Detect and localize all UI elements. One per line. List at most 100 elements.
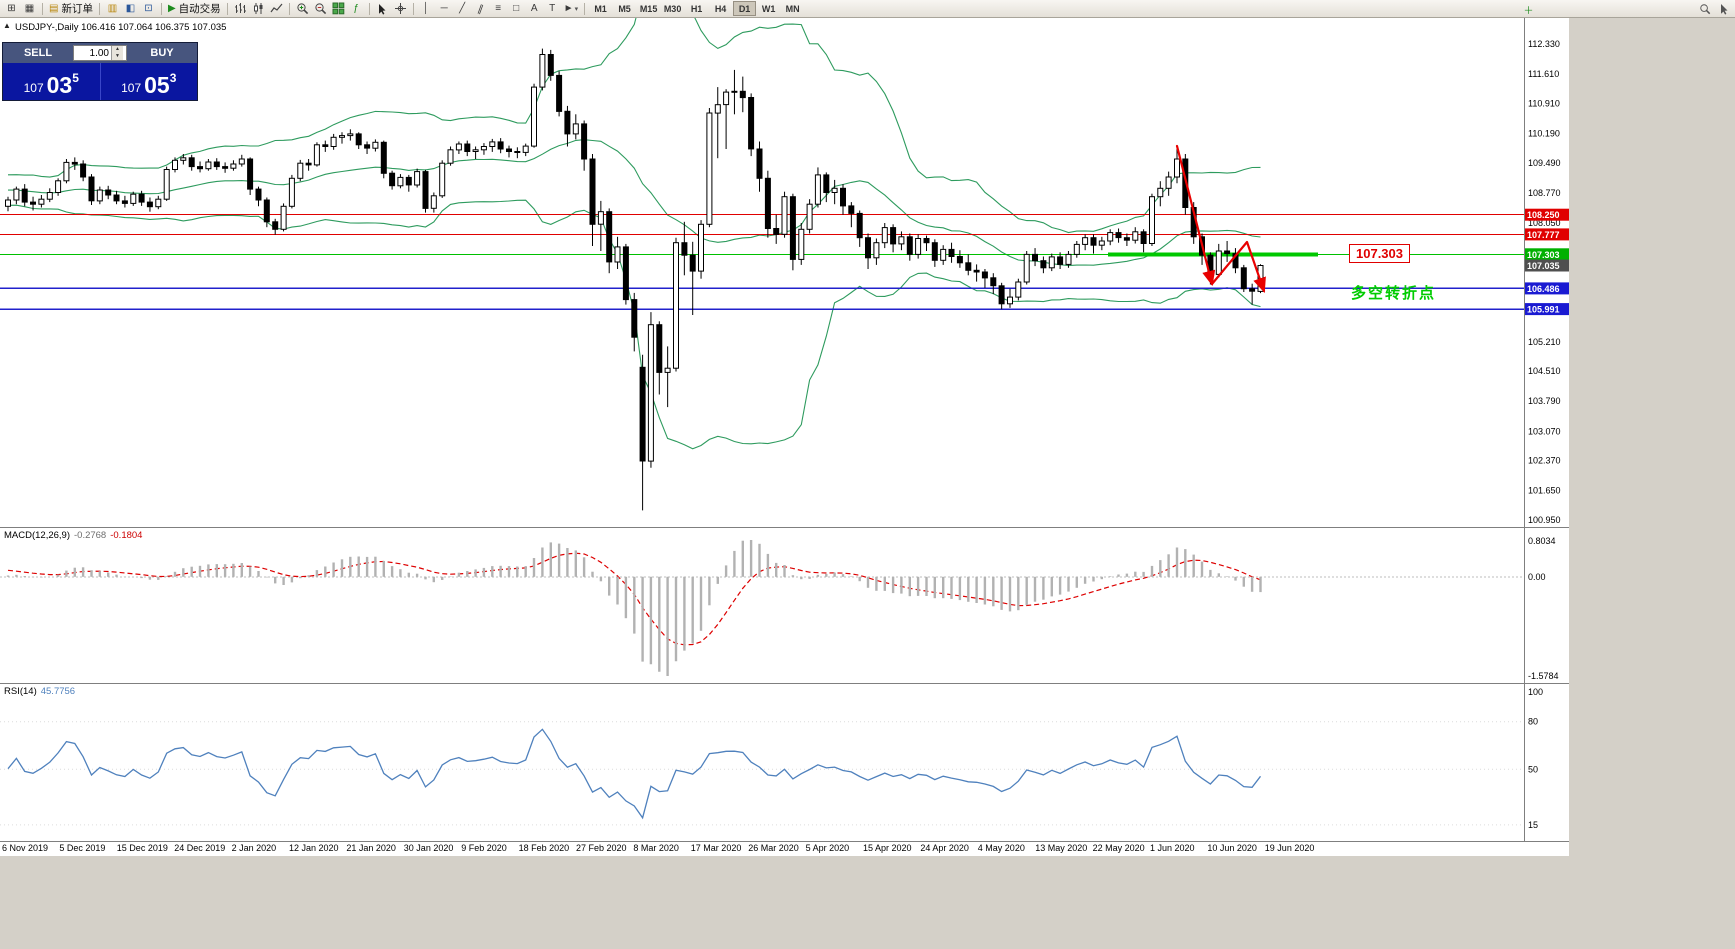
buy-button[interactable]: BUY xyxy=(150,47,174,59)
svg-text:80: 80 xyxy=(1528,717,1538,727)
buy-price-prefix: 107 xyxy=(121,81,142,95)
timeframe-m5-button[interactable]: M5 xyxy=(618,3,631,14)
price-tag-107.777 xyxy=(1525,228,1569,241)
auto-trading-play-icon: ▶ xyxy=(167,3,176,14)
svg-text:105.210: 105.210 xyxy=(1528,337,1561,347)
svg-text:110.190: 110.190 xyxy=(1528,129,1560,139)
svg-text:107.035: 107.035 xyxy=(1527,261,1560,271)
svg-text:15 Dec 2019: 15 Dec 2019 xyxy=(117,843,168,853)
bollinger-upper-band xyxy=(7,18,1261,234)
thick-support-segment xyxy=(1108,252,1318,257)
price-tag-105.991 xyxy=(1525,303,1569,316)
toolbar-separator xyxy=(368,2,370,15)
svg-text:4 May 2020: 4 May 2020 xyxy=(978,843,1025,853)
svg-text:108.770: 108.770 xyxy=(1528,188,1561,198)
toolbar-separator xyxy=(98,2,100,15)
zoom-out-glyph xyxy=(315,3,326,15)
zoom-in-glyph xyxy=(297,3,308,15)
timeframe-d1-button[interactable]: D1 xyxy=(733,1,757,16)
toolbar-add-icon[interactable]: ＋ xyxy=(1523,5,1534,17)
volume-input[interactable] xyxy=(74,47,111,59)
candlestick-glyph xyxy=(253,3,263,14)
volume-down-icon[interactable]: ▼ xyxy=(111,53,123,60)
shapes-tool-icon[interactable]: □ xyxy=(513,3,520,14)
svg-text:-1.5784: -1.5784 xyxy=(1528,671,1559,681)
line-chart-icon[interactable] xyxy=(268,1,285,17)
price-tag-108.250 xyxy=(1525,208,1569,221)
price-tag-107.303 xyxy=(1525,248,1569,261)
macd-main-value: -0.2768 xyxy=(74,530,107,541)
sell-price-big: 03 xyxy=(46,72,73,98)
price-level-annotation: 107.303 xyxy=(1349,244,1410,263)
buy-price-big: 05 xyxy=(144,72,170,98)
crosshair-icon[interactable] xyxy=(392,1,409,17)
trade-panel-header-row: SELL ▲ ▼ BUY xyxy=(3,43,197,63)
fibonacci-tool-icon[interactable]: ≡ xyxy=(495,3,502,14)
svg-text:50: 50 xyxy=(1528,764,1538,774)
timeframe-h4-button[interactable]: H4 xyxy=(714,3,727,14)
horizontal-line-tool-icon[interactable]: ─ xyxy=(440,3,448,14)
one-click-panel-toggle[interactable]: ▲ xyxy=(3,21,11,30)
timeframe-m15-button[interactable]: M15 xyxy=(639,3,658,14)
rsi-panel: 100 80 50 15 xyxy=(0,687,1543,830)
svg-text:108.050: 108.050 xyxy=(1528,218,1561,228)
trend-arrow-annotation xyxy=(1175,144,1266,294)
tile-windows-icon[interactable] xyxy=(330,1,347,17)
price-axis: 112.330 111.610 110.910 110.190 109.490 108.7… xyxy=(1525,39,1569,525)
workspace-background xyxy=(1569,18,1735,949)
buy-price-button[interactable]: 107 05 3 xyxy=(101,63,198,100)
chart-canvas[interactable]: 112.330 111.610 110.910 110.190 109.490 108.7… xyxy=(0,18,1569,856)
svg-text:0.00: 0.00 xyxy=(1528,572,1546,582)
svg-text:112.330: 112.330 xyxy=(1528,39,1560,49)
timeframe-mn-button[interactable]: MN xyxy=(785,3,800,14)
candles xyxy=(5,48,1264,511)
channel-tool-icon[interactable]: ∥ xyxy=(475,2,485,15)
indicators-icon[interactable]: ƒ xyxy=(353,3,359,14)
svg-text:6 Nov 2019: 6 Nov 2019 xyxy=(2,843,48,853)
svg-text:27 Feb 2020: 27 Feb 2020 xyxy=(576,843,627,853)
cursor-icon[interactable] xyxy=(374,1,391,17)
pointer-icon[interactable] xyxy=(1715,1,1732,17)
volume-up-icon[interactable]: ▲ xyxy=(111,46,123,53)
symbol-ohlc-header: USDJPY-,Daily 106.416 107.064 106.375 10… xyxy=(15,22,227,33)
svg-text:30 Jan 2020: 30 Jan 2020 xyxy=(404,843,454,853)
auto-trading-button[interactable]: ▶ 自动交易 xyxy=(166,1,223,17)
bar-chart-icon[interactable] xyxy=(232,1,249,17)
candlestick-chart-icon[interactable] xyxy=(250,1,267,17)
svg-text:2 Jan 2020: 2 Jan 2020 xyxy=(232,843,277,853)
toolbar-separator xyxy=(42,2,43,15)
toolbar-separator xyxy=(412,2,414,15)
text-tool-icon[interactable]: A xyxy=(530,3,538,14)
timeframe-m30-button[interactable]: M30 xyxy=(663,3,682,14)
vertical-line-tool-icon[interactable]: │ xyxy=(423,3,430,14)
svg-text:0.8034: 0.8034 xyxy=(1528,536,1556,546)
macd-signal-value: -0.1804 xyxy=(110,530,143,541)
search-icon[interactable] xyxy=(1696,1,1713,17)
timeframe-w1-button[interactable]: W1 xyxy=(761,3,776,14)
zoom-in-icon[interactable] xyxy=(294,1,311,17)
timeframe-buttons: M1 M5 M15 M30 H1 H4 D1 W1 MN xyxy=(589,1,804,16)
svg-text:100.950: 100.950 xyxy=(1528,515,1561,525)
svg-text:108.250: 108.250 xyxy=(1527,210,1560,220)
auto-trading-label: 自动交易 xyxy=(178,3,221,15)
zoom-out-icon[interactable] xyxy=(312,1,329,17)
trendline-tool-icon[interactable]: ╱ xyxy=(459,3,466,14)
pointer-glyph xyxy=(1720,3,1727,15)
profiles-icon[interactable]: ▦ xyxy=(24,3,35,14)
timeframe-h1-button[interactable]: H1 xyxy=(690,3,703,14)
sell-price-button[interactable]: 107 03 5 xyxy=(3,63,101,100)
svg-text:5 Dec 2019: 5 Dec 2019 xyxy=(59,843,105,853)
quotes-icon[interactable]: ▥ xyxy=(107,3,118,14)
timeframe-m1-button[interactable]: M1 xyxy=(594,3,607,14)
svg-text:102.370: 102.370 xyxy=(1528,456,1561,466)
arrows-tool-icon[interactable]: ► ▾ xyxy=(562,1,580,17)
label-tool-icon[interactable]: T xyxy=(549,3,556,14)
svg-text:104.510: 104.510 xyxy=(1528,366,1561,376)
svg-text:103.790: 103.790 xyxy=(1528,396,1561,406)
data-window-icon[interactable]: ⊡ xyxy=(144,3,153,14)
new-order-button[interactable]: ▤ 新订单 xyxy=(47,1,95,17)
new-chart-icon[interactable]: ⊞ xyxy=(7,3,16,14)
svg-text:103.070: 103.070 xyxy=(1528,426,1561,436)
market-watch-icon[interactable]: ◧ xyxy=(125,3,136,14)
sell-button[interactable]: SELL xyxy=(23,47,53,59)
